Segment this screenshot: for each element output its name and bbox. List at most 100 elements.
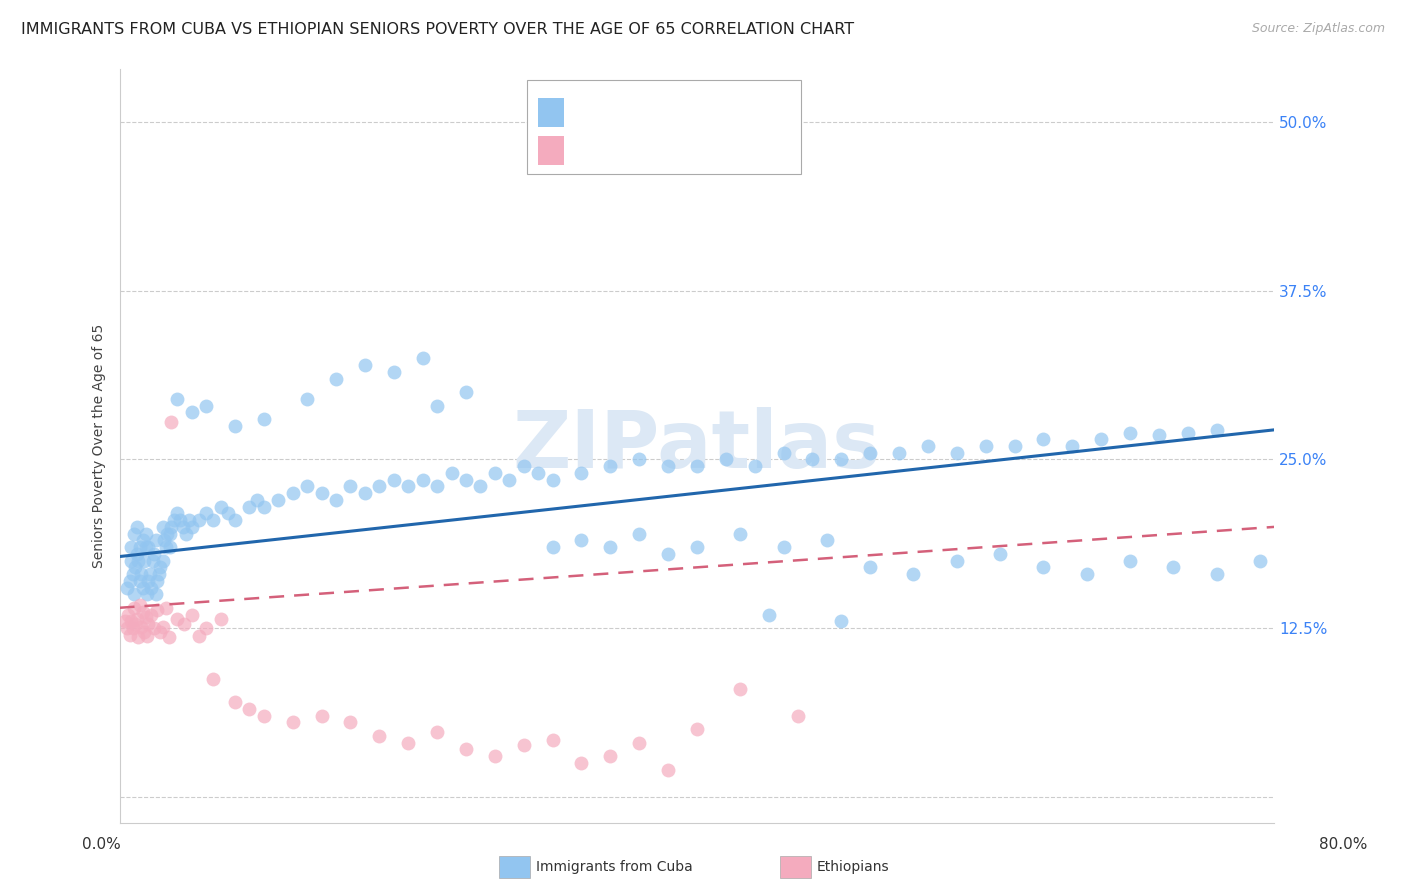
Text: 121: 121 <box>693 103 723 118</box>
Text: Immigrants from Cuba: Immigrants from Cuba <box>536 860 692 874</box>
Point <box>498 473 520 487</box>
Point <box>224 418 246 433</box>
Text: Ethiopians: Ethiopians <box>817 860 890 874</box>
Point <box>815 533 838 548</box>
Point <box>121 567 143 582</box>
Point <box>859 446 882 460</box>
Point <box>772 446 794 460</box>
Point <box>527 466 550 480</box>
Point <box>148 567 170 582</box>
Point <box>156 526 179 541</box>
Point <box>571 533 593 548</box>
Point <box>325 371 347 385</box>
Point <box>124 617 146 632</box>
Point <box>173 617 195 632</box>
Point <box>149 560 172 574</box>
Point <box>149 625 172 640</box>
Point <box>325 492 347 507</box>
Point <box>118 574 141 588</box>
Point <box>628 736 651 750</box>
Y-axis label: Seniors Poverty Over the Age of 65: Seniors Poverty Over the Age of 65 <box>93 324 107 568</box>
Point <box>159 540 181 554</box>
Text: N =: N = <box>661 142 695 156</box>
Point <box>728 526 751 541</box>
Point <box>1004 439 1026 453</box>
Point <box>758 607 780 622</box>
Point <box>686 540 709 554</box>
Point <box>628 526 651 541</box>
Point <box>134 526 156 541</box>
Point <box>172 520 194 534</box>
Point <box>152 520 174 534</box>
Point <box>224 513 246 527</box>
Text: ZIPatlas: ZIPatlas <box>513 407 882 485</box>
Point <box>412 473 434 487</box>
Point <box>974 439 997 453</box>
Point <box>412 351 434 366</box>
Point <box>136 587 159 601</box>
Point <box>396 736 419 750</box>
Point <box>267 492 290 507</box>
Point <box>728 681 751 696</box>
Text: Source: ZipAtlas.com: Source: ZipAtlas.com <box>1251 22 1385 36</box>
Point <box>714 452 737 467</box>
Text: R =: R = <box>569 103 603 118</box>
Point <box>354 358 377 372</box>
Point <box>512 739 534 753</box>
Point <box>166 507 188 521</box>
Point <box>153 533 176 548</box>
Point <box>125 611 148 625</box>
Point <box>512 459 534 474</box>
Point <box>1177 425 1199 440</box>
Point <box>1090 432 1112 446</box>
Point <box>686 459 709 474</box>
Point <box>571 756 593 770</box>
Point <box>657 547 679 561</box>
Point <box>1119 425 1142 440</box>
Point <box>787 708 810 723</box>
Point <box>155 540 177 554</box>
Point <box>115 581 138 595</box>
Point <box>946 446 969 460</box>
Point <box>166 392 188 406</box>
Point <box>143 547 166 561</box>
Point <box>454 742 477 756</box>
Point <box>118 628 141 642</box>
Point <box>134 540 156 554</box>
Point <box>484 749 506 764</box>
Point <box>195 621 218 635</box>
Point <box>599 459 621 474</box>
Point <box>541 732 564 747</box>
Point <box>180 520 202 534</box>
Text: 0.342: 0.342 <box>602 103 645 118</box>
Point <box>396 479 419 493</box>
Point <box>169 513 191 527</box>
Point <box>599 540 621 554</box>
Point <box>209 611 232 625</box>
Point <box>281 486 304 500</box>
Point <box>177 513 200 527</box>
Point <box>1032 560 1054 574</box>
Point <box>209 500 232 514</box>
Point <box>1062 439 1084 453</box>
Point <box>426 724 449 739</box>
Point <box>160 520 183 534</box>
Point <box>131 533 153 548</box>
Point <box>426 399 449 413</box>
Point <box>917 439 939 453</box>
Point <box>132 553 155 567</box>
Point <box>121 621 143 635</box>
Point <box>128 540 150 554</box>
Point <box>311 486 333 500</box>
Point <box>138 617 160 632</box>
Point <box>166 611 188 625</box>
Point <box>187 513 209 527</box>
Point <box>146 574 169 588</box>
Text: 0.106: 0.106 <box>602 142 645 156</box>
Point <box>801 452 824 467</box>
Point <box>141 581 163 595</box>
Point <box>155 600 177 615</box>
Point <box>772 540 794 554</box>
Point <box>180 405 202 419</box>
Point <box>127 553 149 567</box>
